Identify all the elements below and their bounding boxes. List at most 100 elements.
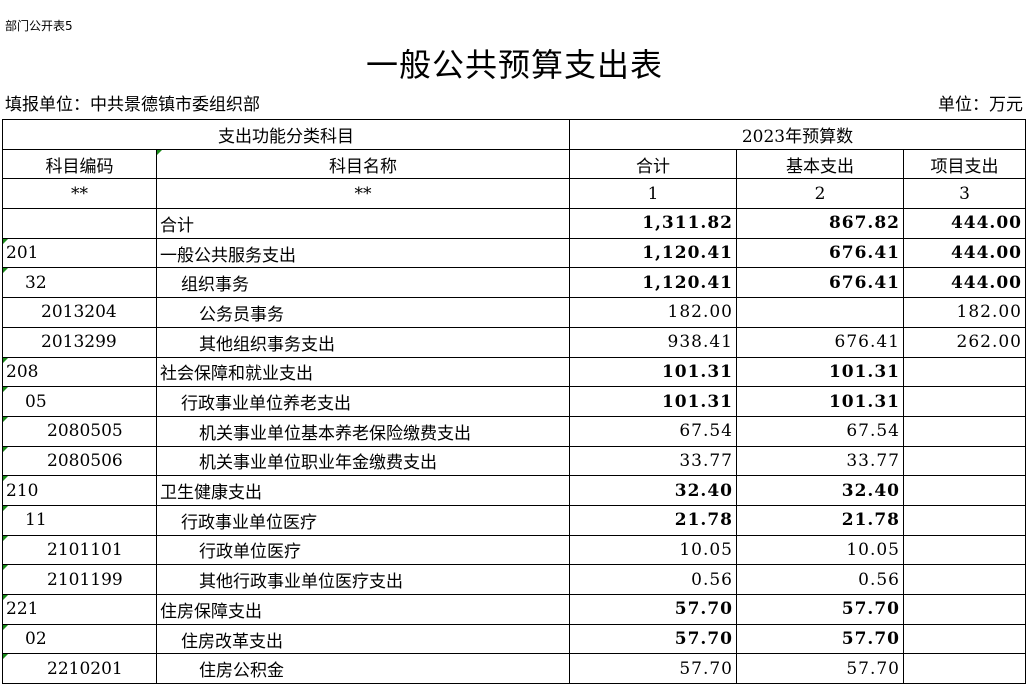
project-cell: [903, 504, 1026, 536]
basic-cell: 21.78: [736, 504, 904, 536]
header-basic: 基本支出: [736, 148, 904, 180]
name-cell: 一般公共服务支出: [156, 237, 570, 269]
project-cell: 262.00: [903, 326, 1026, 358]
total-cell: 0.56: [569, 564, 737, 595]
project-cell: 444.00: [903, 237, 1026, 269]
table-row: 32 组织事务 1,120.41 676.41 444.00: [2, 267, 1026, 299]
project-cell: [903, 594, 1026, 625]
name-cell: 其他行政事业单位医疗支出: [156, 564, 570, 595]
total-cell: 21.78: [569, 504, 737, 536]
total-cell: 33.77: [569, 445, 737, 477]
table-row: 201 一般公共服务支出 1,120.41 676.41 444.00: [2, 237, 1026, 269]
name-cell: 机关事业单位职业年金缴费支出: [156, 445, 570, 477]
basic-cell: 101.31: [736, 356, 904, 388]
name-cell: 社会保障和就业支出: [156, 356, 570, 388]
name-cell: 机关事业单位基本养老保险缴费支出: [156, 415, 570, 447]
budget-table: 支出功能分类科目 2023年预算数 科目编码 科目名称 合计 基本支出 项目支出…: [2, 119, 1026, 685]
currency-unit: 单位：万元: [938, 95, 1023, 115]
total-cell: 57.70: [569, 623, 737, 655]
header-group-row: 支出功能分类科目 2023年预算数: [2, 119, 1026, 150]
table-row: 221 住房保障支出 57.70 57.70: [2, 594, 1026, 625]
basic-cell: 10.05: [736, 534, 904, 566]
code-cell: 2013204: [2, 297, 157, 328]
basic-cell: 32.40: [736, 475, 904, 506]
basic-cell: 57.70: [736, 623, 904, 655]
name-cell: 组织事务: [156, 267, 570, 299]
project-cell: [903, 653, 1026, 685]
reporting-unit: 填报单位：中共景德镇市委组织部: [5, 95, 260, 115]
basic-cell: 867.82: [736, 208, 904, 239]
header-total: 合计: [569, 148, 737, 180]
basic-cell: 57.70: [736, 653, 904, 685]
total-cell: 32.40: [569, 475, 737, 506]
name-cell: 其他组织事务支出: [156, 326, 570, 358]
name-cell: 公务员事务: [156, 297, 570, 328]
name-cell: 住房改革支出: [156, 623, 570, 655]
basic-cell: 33.77: [736, 445, 904, 477]
table-row: 2210201 住房公积金 57.70 57.70: [2, 653, 1026, 685]
index-cell: 2: [736, 178, 904, 210]
table-row: 210 卫生健康支出 32.40 32.40: [2, 475, 1026, 506]
table-row: 2080505 机关事业单位基本养老保险缴费支出 67.54 67.54: [2, 415, 1026, 447]
table-row: 2080506 机关事业单位职业年金缴费支出 33.77 33.77: [2, 445, 1026, 477]
total-cell: 1,120.41: [569, 237, 737, 269]
table-row: 2101199 其他行政事业单位医疗支出 0.56 0.56: [2, 564, 1026, 595]
code-cell: 2080505: [2, 415, 157, 447]
project-cell: [903, 415, 1026, 447]
form-number: 部门公开表5: [5, 19, 73, 33]
basic-cell: 676.41: [736, 267, 904, 299]
code-cell: 2080506: [2, 445, 157, 477]
code-cell: 2101199: [2, 564, 157, 595]
basic-cell: 676.41: [736, 326, 904, 358]
project-cell: 444.00: [903, 208, 1026, 239]
total-cell: 57.70: [569, 594, 737, 625]
code-cell: [2, 208, 157, 239]
code-cell: 32: [2, 267, 157, 299]
basic-cell: 0.56: [736, 564, 904, 595]
total-cell: 1,120.41: [569, 267, 737, 299]
table-row: 2101101 行政单位医疗 10.05 10.05: [2, 534, 1026, 566]
project-cell: [903, 445, 1026, 477]
table-row: 02 住房改革支出 57.70 57.70: [2, 623, 1026, 655]
basic-cell: 101.31: [736, 386, 904, 417]
basic-cell: 57.70: [736, 594, 904, 625]
total-cell: 10.05: [569, 534, 737, 566]
table-row: 05 行政事业单位养老支出 101.31 101.31: [2, 386, 1026, 417]
page-title: 一般公共预算支出表: [365, 46, 663, 84]
code-cell: 11: [2, 504, 157, 536]
header-group-right: 2023年预算数: [569, 119, 1026, 150]
code-cell: 2210201: [2, 653, 157, 685]
total-cell: 1,311.82: [569, 208, 737, 239]
code-cell: 05: [2, 386, 157, 417]
total-cell: 101.31: [569, 386, 737, 417]
code-cell: 02: [2, 623, 157, 655]
table-row: 208 社会保障和就业支出 101.31 101.31: [2, 356, 1026, 388]
project-cell: [903, 564, 1026, 595]
index-cell: 1: [569, 178, 737, 210]
index-row: ** ** 1 2 3: [2, 178, 1026, 210]
total-cell: 57.70: [569, 653, 737, 685]
total-cell: 67.54: [569, 415, 737, 447]
code-cell: 210: [2, 475, 157, 506]
basic-cell: 676.41: [736, 237, 904, 269]
basic-cell: [736, 297, 904, 328]
name-cell: 行政事业单位医疗: [156, 504, 570, 536]
project-cell: [903, 356, 1026, 388]
name-cell: 住房公积金: [156, 653, 570, 685]
project-cell: [903, 386, 1026, 417]
project-cell: [903, 534, 1026, 566]
project-cell: 182.00: [903, 297, 1026, 328]
project-cell: [903, 623, 1026, 655]
name-cell: 行政单位医疗: [156, 534, 570, 566]
code-cell: 221: [2, 594, 157, 625]
index-cell: **: [156, 178, 570, 210]
name-cell: 住房保障支出: [156, 594, 570, 625]
name-cell: 合计: [156, 208, 570, 239]
table-row: 11 行政事业单位医疗 21.78 21.78: [2, 504, 1026, 536]
header-code: 科目编码: [2, 148, 157, 180]
header-project: 项目支出: [903, 148, 1026, 180]
index-cell: 3: [903, 178, 1026, 210]
code-cell: 2101101: [2, 534, 157, 566]
name-cell: 行政事业单位养老支出: [156, 386, 570, 417]
total-cell: 938.41: [569, 326, 737, 358]
